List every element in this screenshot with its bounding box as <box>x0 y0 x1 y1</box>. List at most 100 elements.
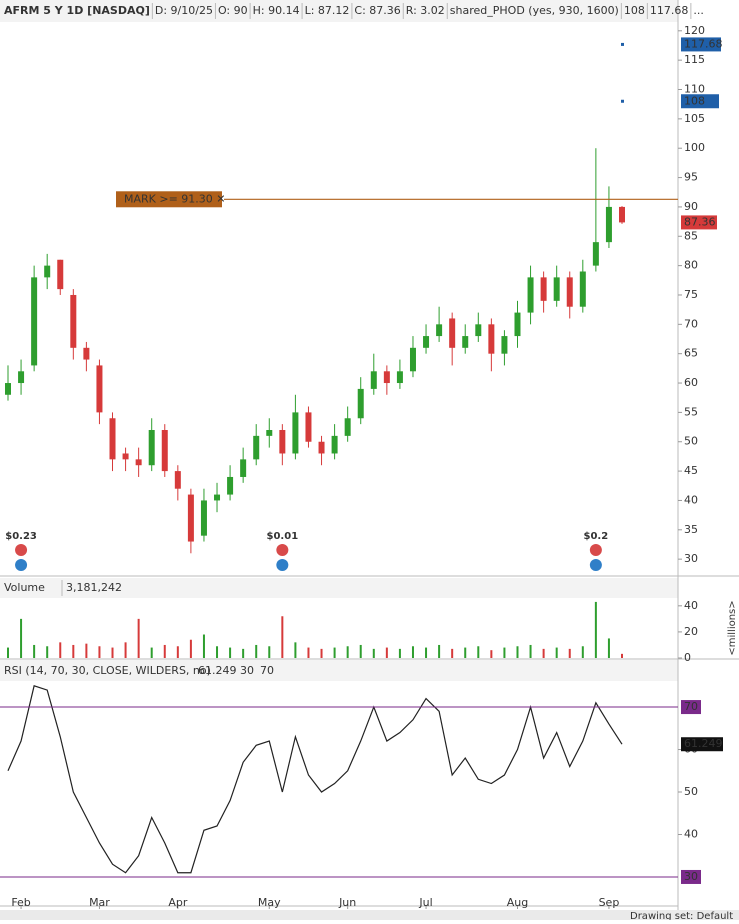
volume-bar <box>189 639 192 658</box>
axis-badge-label: 70 <box>684 700 698 713</box>
y-tick-label: 45 <box>684 464 698 477</box>
volume-bar <box>163 644 166 658</box>
event-icon <box>276 544 289 556</box>
header-item: AFRM 5 Y 1D [NASDAQ] <box>4 4 150 17</box>
volume-bar <box>490 650 493 658</box>
x-tick-label: Feb <box>11 896 30 909</box>
last-price-badge <box>681 215 717 230</box>
candle-body <box>475 324 482 337</box>
volume-bar <box>255 644 258 658</box>
candle-body <box>96 365 103 413</box>
volume-bar <box>124 642 127 658</box>
candle-body <box>109 418 116 460</box>
candle-body <box>135 459 142 466</box>
y-tick-label: 35 <box>684 523 698 536</box>
volume-bar <box>33 644 36 658</box>
x-tick-label: Aug <box>507 896 528 909</box>
axis-label: <millions> <box>727 600 738 655</box>
candle-body <box>527 277 534 313</box>
volume-bar <box>111 647 114 658</box>
header-item: R: 3.02 <box>406 4 445 17</box>
candle-body <box>540 277 547 301</box>
y-tick-label: 40 <box>684 599 698 612</box>
event-icon <box>276 559 289 571</box>
header-item: ... <box>693 4 704 17</box>
x-tick-label: Mar <box>89 896 110 909</box>
volume-bar <box>46 646 49 658</box>
volume-bar <box>359 644 362 658</box>
volume-bar <box>229 647 232 658</box>
volume-bar <box>20 618 23 658</box>
y-tick-label: 85 <box>684 229 698 242</box>
volume-bar <box>451 648 454 658</box>
candle-body <box>396 371 403 384</box>
dividend-label: $0.01 <box>267 531 299 542</box>
panel-title: Volume <box>4 581 45 594</box>
x-tick-label: Sep <box>599 896 620 909</box>
volume-bar <box>346 646 349 658</box>
header-item: C: 87.36 <box>354 4 400 17</box>
candle-body <box>566 277 573 307</box>
x-tick-label: Jul <box>418 896 432 909</box>
candle-body <box>44 265 51 278</box>
candle-body <box>357 388 364 419</box>
y-tick-label: 65 <box>684 347 698 360</box>
candle-body <box>31 277 38 366</box>
volume-bar <box>176 646 179 658</box>
axis-badge <box>681 869 701 884</box>
panel-title: RSI (14, 70, 30, CLOSE, WILDERS, no) <box>4 664 211 677</box>
y-tick-label: 60 <box>684 376 698 389</box>
volume-bar <box>477 646 480 658</box>
event-icon <box>15 544 28 556</box>
candle-body <box>462 336 469 348</box>
y-tick-label: 75 <box>684 288 698 301</box>
header-item: D: 9/10/25 <box>155 4 213 17</box>
volume-bar <box>398 648 401 658</box>
volume-bar <box>72 644 75 658</box>
last-price-label: 87.36 <box>684 215 716 228</box>
volume-bar <box>268 646 271 658</box>
x-tick-label: Jun <box>338 896 356 909</box>
volume-bar <box>581 646 584 658</box>
event-icon <box>15 559 28 571</box>
candle-body <box>292 412 299 454</box>
volume-bar <box>607 638 610 658</box>
volume-bar <box>411 646 414 658</box>
volume-bar <box>438 644 441 658</box>
candle-body <box>488 324 495 354</box>
candle-body <box>161 429 168 472</box>
candle-body <box>619 206 625 223</box>
candle-body <box>70 294 77 348</box>
rsi-line <box>7 685 623 874</box>
header-item: 117.68 <box>650 4 689 17</box>
x-tick-label: Apr <box>168 896 188 909</box>
axis-badge <box>681 94 719 109</box>
candle-body <box>122 453 129 460</box>
volume-bar <box>294 642 297 658</box>
candle-body <box>83 347 90 360</box>
volume-bar <box>516 646 519 658</box>
y-tick-label: 120 <box>684 24 705 37</box>
candle-body <box>592 242 599 266</box>
volume-bar <box>98 646 101 658</box>
header-item: 108 <box>624 4 645 17</box>
volume-bar <box>281 616 284 658</box>
footer-text: Drawing set: Default <box>630 911 733 920</box>
volume-bar <box>555 647 558 658</box>
candle-body <box>409 347 416 372</box>
candle-body <box>240 459 247 477</box>
candle-body <box>605 206 612 243</box>
y-tick-label: 70 <box>684 317 698 330</box>
y-tick-label: 55 <box>684 405 698 418</box>
volume-bar <box>242 648 245 658</box>
footer-bar <box>0 910 739 920</box>
candle-body <box>200 500 207 536</box>
header-item: L: 87.12 <box>305 4 350 17</box>
volume-header <box>0 578 678 598</box>
y-tick-label: 50 <box>684 785 698 798</box>
rsi-header <box>0 660 678 681</box>
axis-badge-label: 117.68 <box>684 37 723 50</box>
candle-body <box>436 324 443 337</box>
dividend-label: $0.23 <box>5 531 37 542</box>
candle-body <box>279 429 286 454</box>
